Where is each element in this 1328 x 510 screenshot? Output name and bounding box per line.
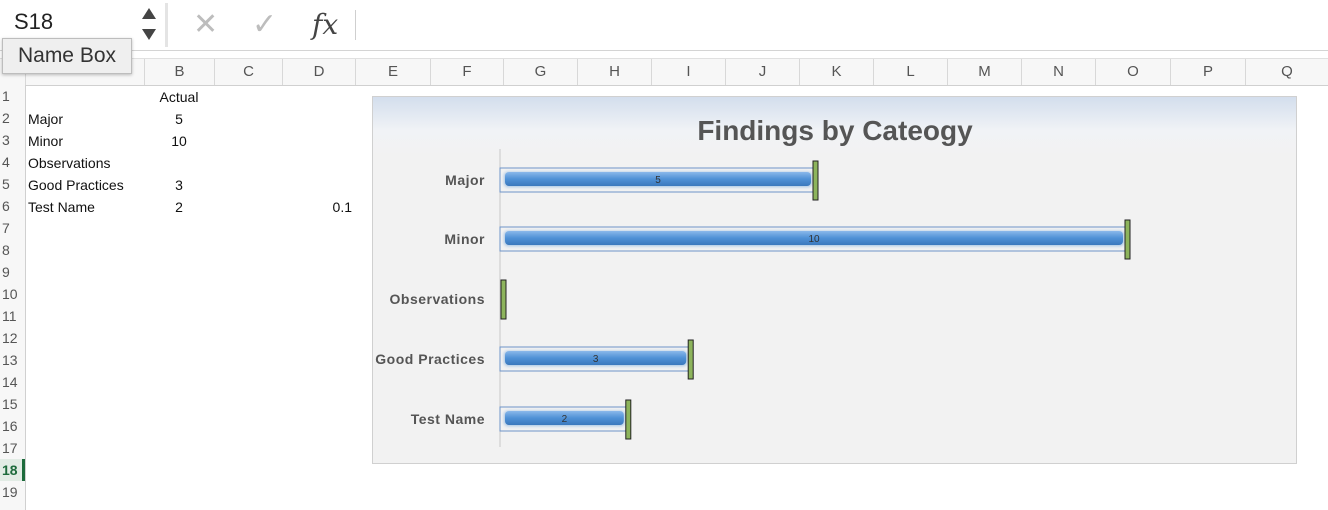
cell-a6[interactable]: Test Name: [28, 199, 95, 215]
column-header-h[interactable]: H: [577, 59, 651, 85]
row-header-5[interactable]: 5: [2, 176, 10, 192]
cell-a2[interactable]: Major: [28, 111, 64, 127]
cell-b2[interactable]: 5: [175, 111, 183, 127]
data-label-3: 3: [593, 354, 599, 365]
name-box-value[interactable]: S18: [14, 9, 54, 34]
enter-icon[interactable]: ✓: [252, 8, 278, 41]
row-header-19[interactable]: 19: [2, 484, 18, 500]
category-label-0: Major: [445, 172, 485, 188]
row-header-9[interactable]: 9: [2, 264, 10, 280]
cell-a3[interactable]: Minor: [28, 133, 64, 149]
bar-4: [505, 411, 624, 425]
marker-3: [687, 339, 694, 380]
column-header-l[interactable]: L: [873, 59, 947, 85]
findings-chart[interactable]: Findings by Cateogy Major 5 Minor 10 Observat…: [372, 96, 1297, 464]
category-label-4: Test Name: [411, 411, 485, 427]
category-label-2: Observations: [390, 291, 485, 307]
marker-4: [625, 399, 632, 440]
row-header-15[interactable]: 15: [2, 396, 18, 412]
cell-d6[interactable]: 0.1: [332, 199, 352, 215]
chart-title: Findings by Cateogy: [697, 115, 973, 146]
name-box[interactable]: S18: [0, 0, 164, 46]
cell-b6[interactable]: 2: [175, 199, 183, 215]
marker-0: [812, 160, 819, 201]
row-header-13[interactable]: 13: [2, 352, 18, 368]
cell-b3[interactable]: 10: [171, 133, 187, 149]
category-label-3: Good Practices: [375, 351, 485, 367]
column-header-d[interactable]: D: [282, 59, 355, 85]
column-header-i[interactable]: I: [651, 59, 725, 85]
bar-3: [505, 351, 687, 365]
column-header-p[interactable]: P: [1170, 59, 1245, 85]
row-headers: 1 2 3 4 5 6 7 8 9 10 11 12 13 14 15 16 17 18 19: [0, 85, 26, 510]
marker-1: [1124, 219, 1131, 260]
insert-function-icon[interactable]: fx: [312, 8, 339, 41]
row-header-1[interactable]: 1: [2, 88, 10, 104]
column-header-m[interactable]: M: [947, 59, 1021, 85]
row-header-17[interactable]: 17: [2, 440, 18, 456]
chart-plot: Findings by Cateogy Major 5 Minor 10 Observat…: [375, 115, 1131, 447]
row-header-4[interactable]: 4: [2, 154, 10, 170]
row-header-8[interactable]: 8: [2, 242, 10, 258]
column-header-o[interactable]: O: [1095, 59, 1170, 85]
row-header-7[interactable]: 7: [2, 220, 10, 236]
row-header-18[interactable]: 18: [0, 459, 25, 481]
row-header-2[interactable]: 2: [2, 110, 10, 126]
row-header-11[interactable]: 11: [2, 308, 17, 324]
cell-a4[interactable]: Observations: [28, 155, 111, 171]
bar-1: [505, 231, 1123, 245]
row-header-12[interactable]: 12: [2, 330, 18, 346]
category-label-1: Minor: [444, 231, 485, 247]
row-header-14[interactable]: 14: [2, 374, 18, 390]
bar-0: [505, 172, 811, 186]
column-header-k[interactable]: K: [799, 59, 873, 85]
column-header-q[interactable]: Q: [1245, 59, 1328, 85]
name-box-up-arrow-icon[interactable]: [142, 8, 156, 19]
name-box-tooltip: Name Box: [2, 38, 132, 74]
marker-2: [500, 279, 507, 320]
cell-b1[interactable]: Actual: [159, 89, 199, 105]
row-header-3[interactable]: 3: [2, 132, 10, 148]
row-header-16[interactable]: 16: [2, 418, 18, 434]
data-label-1: 10: [808, 234, 820, 245]
column-header-c[interactable]: C: [214, 59, 282, 85]
name-box-divider[interactable]: [165, 3, 168, 47]
cell-b5[interactable]: 3: [175, 177, 183, 193]
row-header-10[interactable]: 10: [2, 286, 18, 302]
column-header-j[interactable]: J: [725, 59, 799, 85]
column-header-b[interactable]: B: [144, 59, 214, 85]
cell-a5[interactable]: Good Practices: [28, 177, 124, 193]
column-header-g[interactable]: G: [503, 59, 577, 85]
formula-bar: S18 ✕ ✓ fx: [0, 0, 1328, 51]
data-label-4: 2: [562, 414, 568, 425]
name-box-down-arrow-icon[interactable]: [142, 29, 156, 40]
column-header-n[interactable]: N: [1021, 59, 1095, 85]
cancel-icon[interactable]: ✕: [193, 8, 219, 41]
row-header-6[interactable]: 6: [2, 198, 10, 214]
column-header-e[interactable]: E: [355, 59, 430, 85]
column-header-f[interactable]: F: [430, 59, 503, 85]
data-label-0: 5: [655, 175, 661, 186]
formula-divider: [355, 10, 356, 40]
